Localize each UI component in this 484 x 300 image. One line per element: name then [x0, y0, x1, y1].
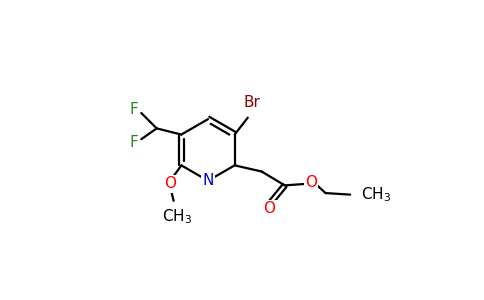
Text: O: O: [305, 175, 317, 190]
Text: CH$_3$: CH$_3$: [162, 207, 192, 226]
Text: CH$_3$: CH$_3$: [361, 185, 391, 204]
Text: N: N: [202, 173, 214, 188]
Text: F: F: [129, 102, 138, 117]
Text: Br: Br: [243, 95, 260, 110]
Text: F: F: [129, 135, 138, 150]
Text: O: O: [165, 176, 177, 191]
Text: O: O: [263, 201, 275, 216]
